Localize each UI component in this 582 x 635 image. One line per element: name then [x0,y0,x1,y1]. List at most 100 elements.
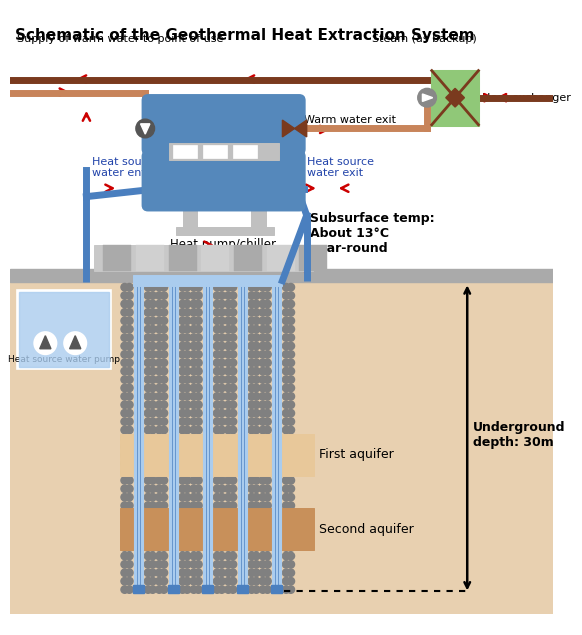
Circle shape [259,569,267,577]
Circle shape [253,485,260,493]
Circle shape [121,359,129,366]
Circle shape [121,334,129,341]
Circle shape [287,292,294,299]
Circle shape [144,443,152,450]
Circle shape [225,511,232,518]
Circle shape [126,317,133,324]
Circle shape [225,443,232,450]
Circle shape [183,368,191,375]
Circle shape [136,119,155,138]
Circle shape [214,451,221,459]
Circle shape [287,519,294,526]
Circle shape [149,561,157,568]
Circle shape [121,502,129,509]
Circle shape [259,460,267,467]
Circle shape [248,519,255,526]
Circle shape [183,485,191,493]
Circle shape [282,561,290,568]
Circle shape [149,384,157,392]
Circle shape [253,569,260,577]
Circle shape [195,468,202,476]
Circle shape [259,325,267,333]
Circle shape [264,485,271,493]
Circle shape [126,283,133,291]
Circle shape [121,443,129,450]
Bar [183,201,197,231]
Circle shape [218,418,225,425]
Circle shape [264,511,271,518]
Circle shape [190,552,197,559]
Circle shape [218,426,225,434]
Circle shape [160,317,168,324]
Circle shape [259,317,267,324]
Circle shape [253,561,260,568]
Circle shape [229,283,237,291]
Bar [17,290,111,370]
Circle shape [144,477,152,484]
Circle shape [218,519,225,526]
Circle shape [179,392,186,400]
Circle shape [121,410,129,417]
Circle shape [126,418,133,425]
Circle shape [225,577,232,585]
Circle shape [218,292,225,299]
Circle shape [126,384,133,392]
Circle shape [214,561,221,568]
Circle shape [179,443,186,450]
Circle shape [144,359,152,366]
Circle shape [126,368,133,375]
Circle shape [218,468,225,476]
Circle shape [195,586,202,593]
Circle shape [160,426,168,434]
Circle shape [282,569,290,577]
Circle shape [126,527,133,535]
Circle shape [282,334,290,341]
Circle shape [126,561,133,568]
Circle shape [229,544,237,551]
Circle shape [259,309,267,316]
Circle shape [225,334,232,341]
Circle shape [248,359,255,366]
Circle shape [183,519,191,526]
Circle shape [282,460,290,467]
Circle shape [144,552,152,559]
Circle shape [155,485,163,493]
Circle shape [264,527,271,535]
Circle shape [225,401,232,408]
Circle shape [126,468,133,476]
Circle shape [144,561,152,568]
Circle shape [259,368,267,375]
Circle shape [155,368,163,375]
Circle shape [160,283,168,291]
Circle shape [190,451,197,459]
Circle shape [259,426,267,434]
Circle shape [287,283,294,291]
Circle shape [160,392,168,400]
Circle shape [126,552,133,559]
Circle shape [183,342,191,350]
Circle shape [214,535,221,543]
Circle shape [225,410,232,417]
Circle shape [179,376,186,384]
Circle shape [248,434,255,442]
Circle shape [287,376,294,384]
Circle shape [287,443,294,450]
Circle shape [282,502,290,509]
Circle shape [144,577,152,585]
Circle shape [179,460,186,467]
Text: Second aquifer: Second aquifer [319,523,414,536]
Circle shape [282,544,290,551]
Circle shape [264,309,271,316]
Circle shape [155,586,163,593]
Circle shape [179,519,186,526]
Circle shape [253,477,260,484]
Circle shape [229,300,237,308]
Circle shape [149,544,157,551]
Circle shape [287,351,294,358]
Circle shape [248,392,255,400]
FancyBboxPatch shape [143,151,305,211]
Circle shape [144,535,152,543]
Circle shape [225,535,232,543]
Circle shape [183,511,191,518]
Circle shape [179,511,186,518]
